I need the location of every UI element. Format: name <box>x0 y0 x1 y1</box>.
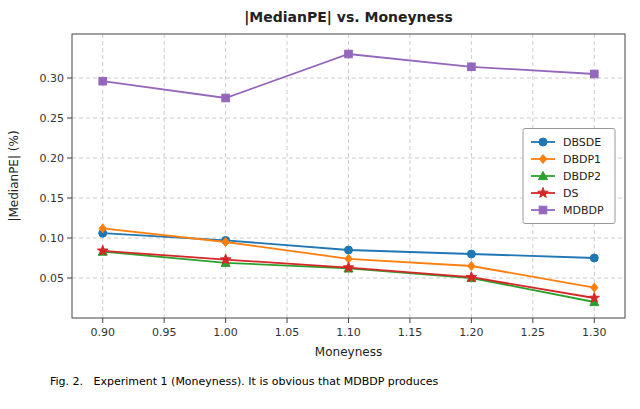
y-tick <box>67 238 72 239</box>
legend-label: DBDP1 <box>563 153 601 166</box>
y-tick <box>67 278 72 279</box>
series-line <box>103 54 595 98</box>
grid-line <box>225 34 226 318</box>
legend-marker <box>539 172 548 180</box>
grid <box>72 34 625 318</box>
series <box>98 247 599 306</box>
x-tick-label: 0.95 <box>152 326 177 339</box>
y-tick-label: 0.30 <box>40 72 65 85</box>
point <box>468 63 476 71</box>
point <box>589 293 599 303</box>
grid-line <box>409 34 410 318</box>
plot-frame <box>72 34 625 318</box>
point <box>220 254 230 264</box>
series <box>97 245 599 302</box>
series-line <box>103 251 595 298</box>
point <box>467 250 475 258</box>
point <box>99 224 106 233</box>
point <box>345 246 353 254</box>
y-tick-label: 0.10 <box>40 232 65 245</box>
series <box>99 50 598 102</box>
x-tick-label: 0.90 <box>90 326 115 339</box>
x-tick-label: 1.15 <box>398 326 423 339</box>
x-tick-label: 1.30 <box>582 326 607 339</box>
x-tick-label: 1.25 <box>521 326 546 339</box>
y-tick-label: 0.20 <box>40 152 65 165</box>
grid-line <box>164 34 165 318</box>
x-tick-label: 1.10 <box>336 326 361 339</box>
legend-marker <box>538 188 548 198</box>
y-tick <box>67 78 72 79</box>
point <box>468 262 475 271</box>
x-tick <box>471 318 472 323</box>
legend-box <box>523 129 615 224</box>
y-tick <box>67 158 72 159</box>
x-tick <box>348 318 349 323</box>
caption: Fig. 2. Experiment 1 (Moneyness). It is … <box>50 375 439 388</box>
point <box>343 262 353 272</box>
grid-line <box>72 238 625 239</box>
grid-line <box>72 78 625 79</box>
point <box>590 254 598 262</box>
y-tick-label: 0.15 <box>40 192 65 205</box>
legend-marker <box>539 138 547 146</box>
y-tick-label: 0.05 <box>40 272 65 285</box>
x-tick-label: 1.05 <box>275 326 300 339</box>
y-axis-label: |MedianPE| (%) <box>7 130 21 221</box>
x-axis-label: Moneyness <box>315 345 382 359</box>
x-tick <box>409 318 410 323</box>
title: |MedianPE| vs. Moneyness <box>244 9 453 26</box>
legend-marker <box>539 155 546 164</box>
x-tick-label: 1.00 <box>213 326 238 339</box>
point <box>590 70 598 78</box>
x-tick <box>225 318 226 323</box>
x-tick <box>532 318 533 323</box>
legend-label: DBSDE <box>563 136 601 149</box>
point <box>222 238 229 247</box>
grid-line <box>348 34 349 318</box>
x-tick-label: 1.20 <box>459 326 484 339</box>
point <box>591 283 598 292</box>
x-tick <box>594 318 595 323</box>
point <box>97 245 107 255</box>
y-tick-label: 0.25 <box>40 112 65 125</box>
x-tick <box>287 318 288 323</box>
y-tick <box>67 118 72 119</box>
x-tick <box>164 318 165 323</box>
axes: 0.90 0.95 1.00 1.05 1.10 1.15 1.20 1.25 1.30 0.05… <box>40 34 626 339</box>
point <box>222 94 230 102</box>
legend: DBSDE DBDP1 DBDP2 DS MDBDP <box>523 129 615 224</box>
grid-line <box>72 118 625 119</box>
point <box>345 50 353 58</box>
legend-label: MDBDP <box>563 204 604 217</box>
x-tick <box>102 318 103 323</box>
legend-label: DBDP2 <box>563 170 601 183</box>
point <box>99 77 107 85</box>
grid-line <box>102 34 103 318</box>
legend-label: DS <box>563 187 578 200</box>
chart: 0.90 0.95 1.00 1.05 1.10 1.15 1.20 1.25 1.30 0.05… <box>0 0 640 409</box>
series-line <box>103 252 595 302</box>
point <box>466 272 476 282</box>
legend-marker <box>539 206 547 214</box>
y-tick <box>67 198 72 199</box>
